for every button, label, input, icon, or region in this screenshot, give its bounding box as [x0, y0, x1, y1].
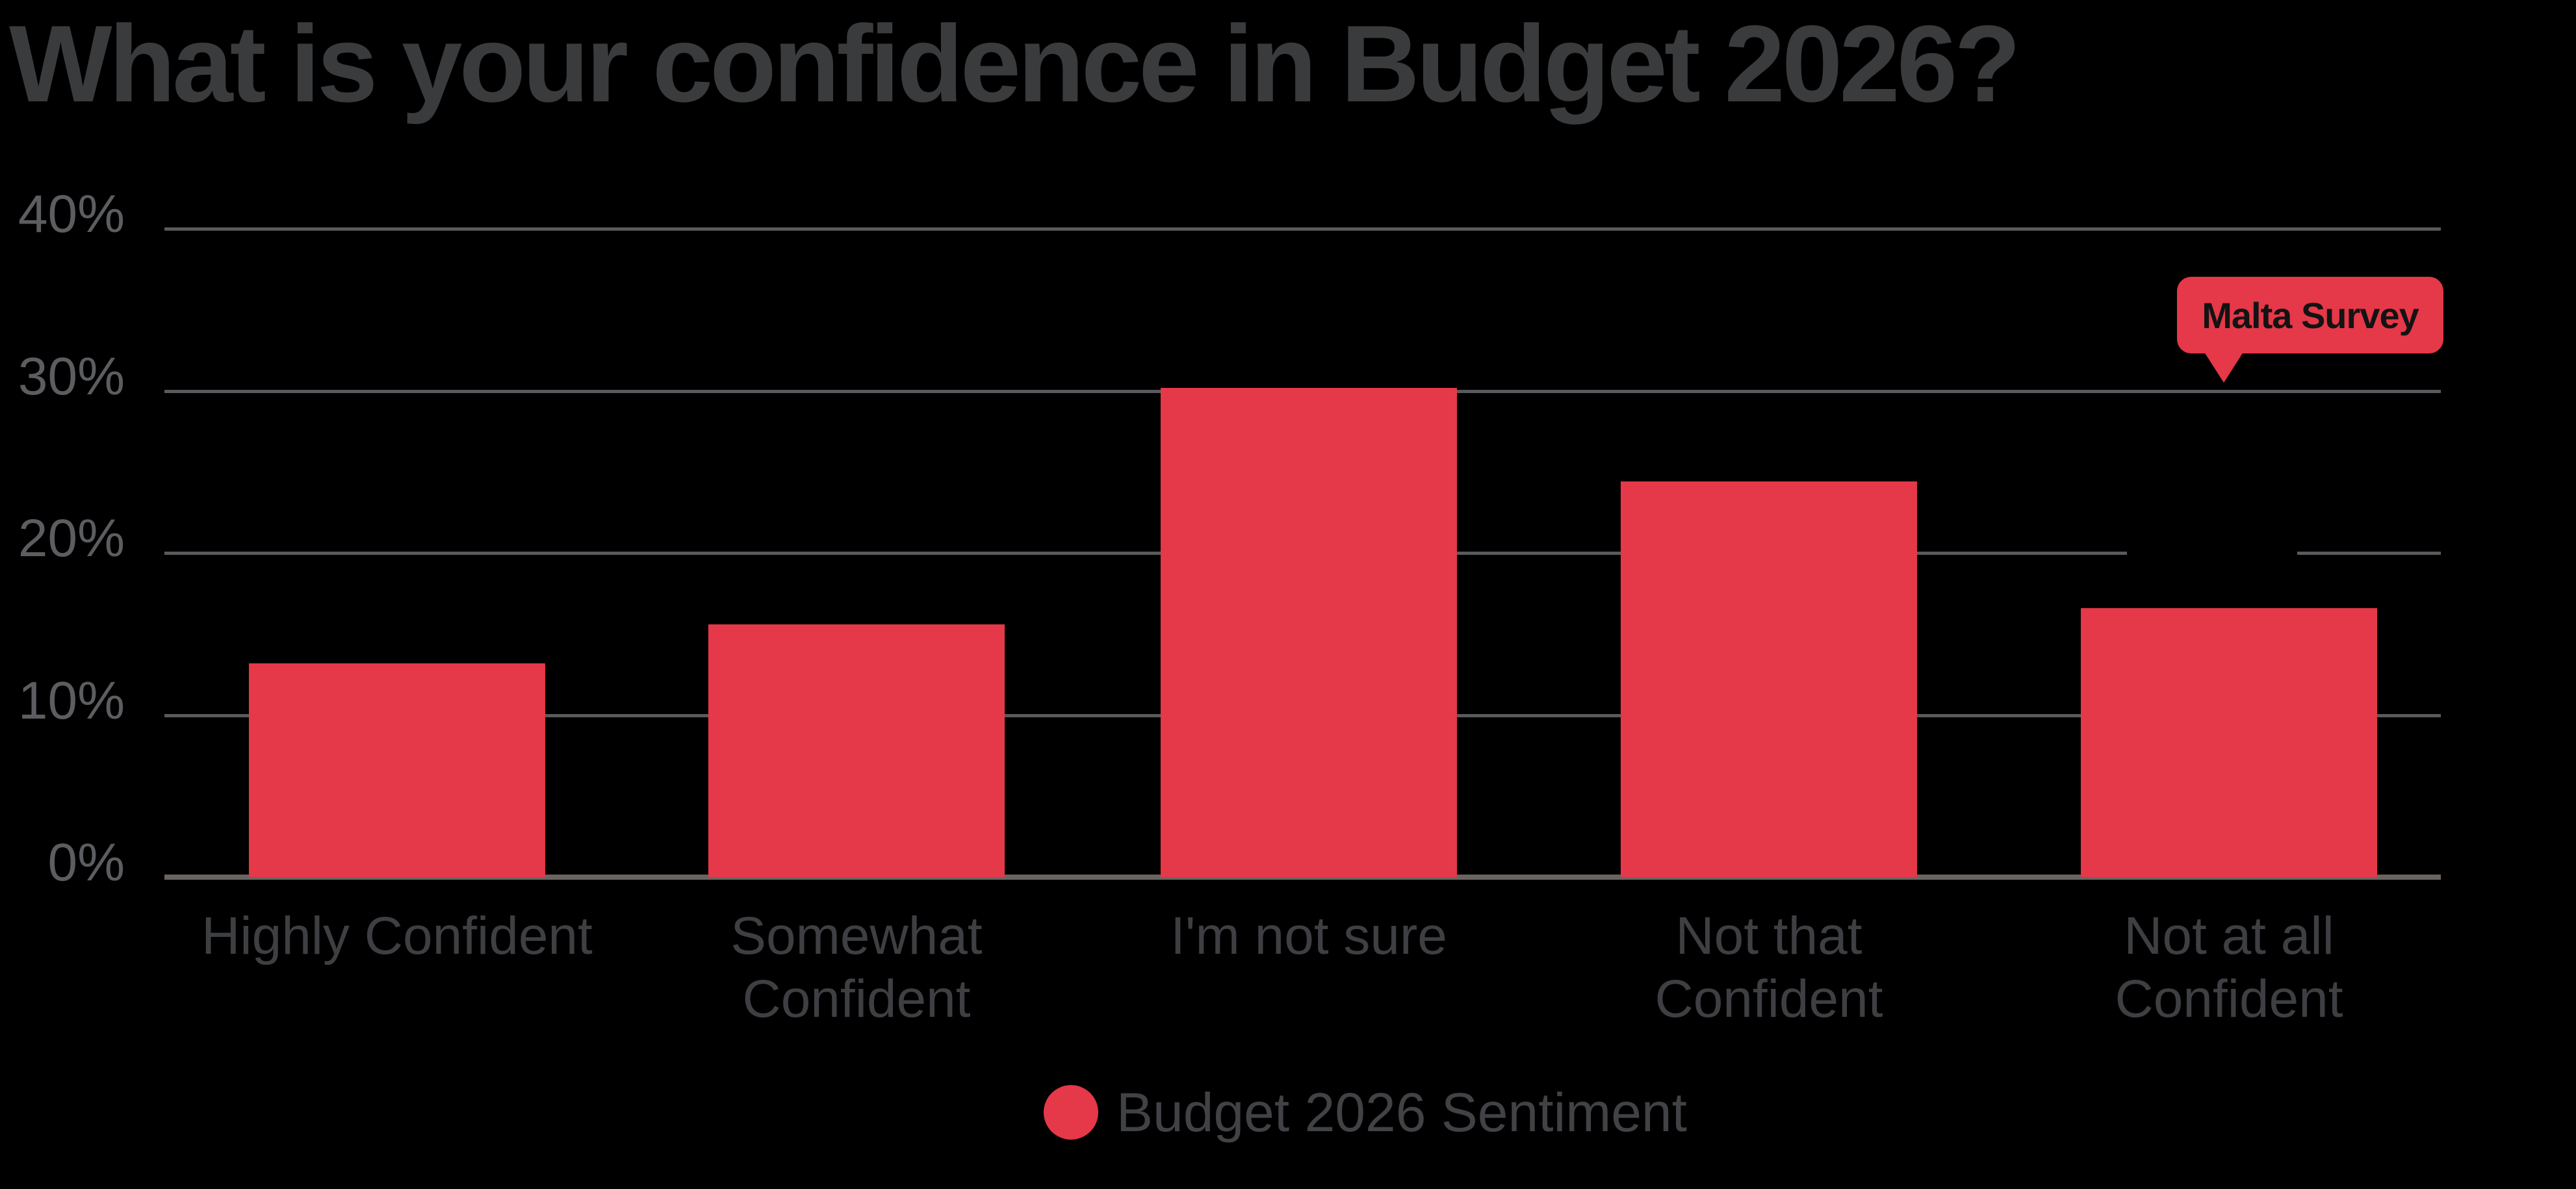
x-axis-category-label-i-m-not-sure: I'm not sure [1170, 906, 1447, 965]
y-axis-tick-label-30: 30% [18, 346, 125, 406]
x-axis-category-label-highly-confident: Highly Confident [201, 906, 593, 965]
x-axis-category-label-not-that-confident: Not that Confident [1655, 906, 1883, 1029]
y-axis-tick-label-10: 10% [18, 671, 125, 730]
chart-title: What is your confidence in Budget 2026? [9, 3, 2021, 125]
y-axis-tick-label-0: 0% [47, 833, 125, 892]
bar-not-at-all-confident[interactable] [2081, 607, 2377, 877]
legend-item[interactable]: Budget 2026 Sentiment [1044, 1081, 1687, 1144]
x-axis-category-label-not-at-all-confident: Not at all Confident [2115, 906, 2343, 1029]
y-axis-tick-label-20: 20% [18, 509, 125, 568]
legend-series-label: Budget 2026 Sentiment [1116, 1081, 1687, 1143]
x-axis-category-label-somewhat-confident: Somewhat Confident [730, 906, 983, 1029]
malta-survey-annotation-label: Malta Survey [2202, 294, 2419, 336]
bar-highly-confident[interactable] [249, 663, 545, 877]
legend-marker-dot-icon [1044, 1085, 1098, 1140]
y-axis-tick-label-40: 40% [18, 185, 125, 244]
x-axis-baseline [164, 875, 2441, 880]
gridline-20 [164, 552, 2127, 555]
malta-survey-annotation-badge: Malta Survey [2177, 277, 2443, 353]
bar-i-m-not-sure[interactable] [1161, 387, 1457, 877]
annotation-pointer-tail-icon [2204, 352, 2243, 383]
bar-somewhat-confident[interactable] [708, 624, 1005, 877]
bar-not-that-confident[interactable] [1621, 481, 1917, 877]
gridline-20 [2297, 552, 2441, 555]
gridline-40 [164, 227, 2441, 231]
